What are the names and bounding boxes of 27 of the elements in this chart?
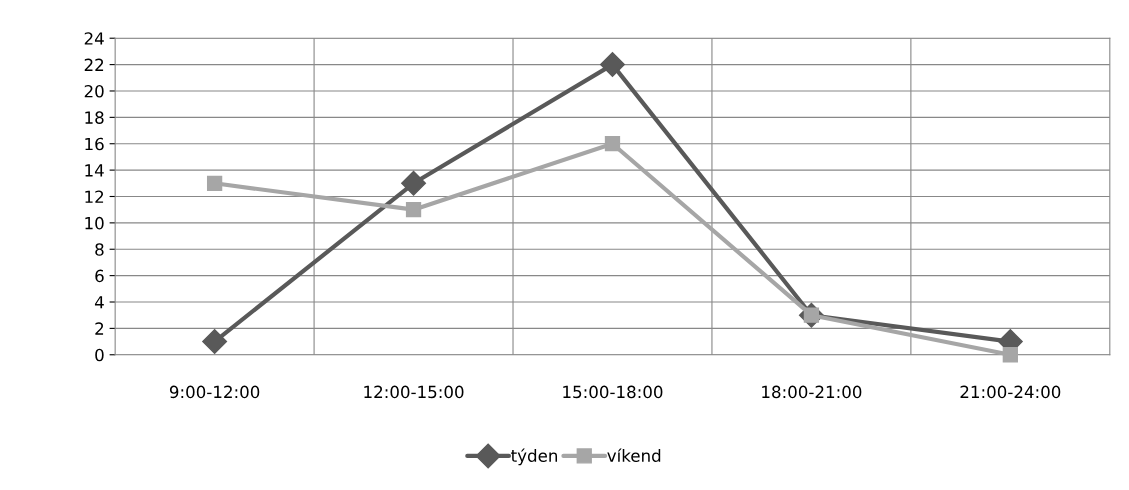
x-tick-label: 21:00-24:00 (960, 385, 1061, 399)
point (1002, 347, 1018, 363)
y-tick-label: 12 (85, 190, 104, 203)
x-tick-label: 15:00-18:00 (563, 385, 663, 399)
y-tick-label: 8 (95, 243, 104, 256)
x-tick-label: 9:00-12:00 (169, 385, 260, 399)
y-tick-label: 20 (84, 84, 104, 98)
legend-label: týden (511, 448, 558, 466)
point (206, 175, 223, 191)
point (202, 329, 228, 355)
y-tick-label: 14 (85, 164, 104, 177)
y-tick-label: 0 (95, 348, 104, 362)
y-tick-label: 18 (85, 111, 104, 124)
y-tick-label: 24 (84, 32, 104, 45)
y-tick-label: 16 (85, 137, 104, 151)
point (604, 136, 621, 152)
y-tick-label: 4 (94, 296, 104, 309)
point (600, 52, 625, 78)
point (405, 202, 422, 218)
point (401, 170, 427, 196)
y-tick-label: 10 (85, 216, 104, 230)
y-tick-label: 22 (84, 58, 104, 71)
legend-label: víkend (607, 448, 661, 462)
y-tick-label: 6 (95, 269, 104, 283)
x-tick-label: 12:00-15:00 (364, 385, 464, 399)
y-tick-label: 2 (95, 322, 104, 335)
x-tick-label: 18:00-21:00 (762, 385, 862, 399)
